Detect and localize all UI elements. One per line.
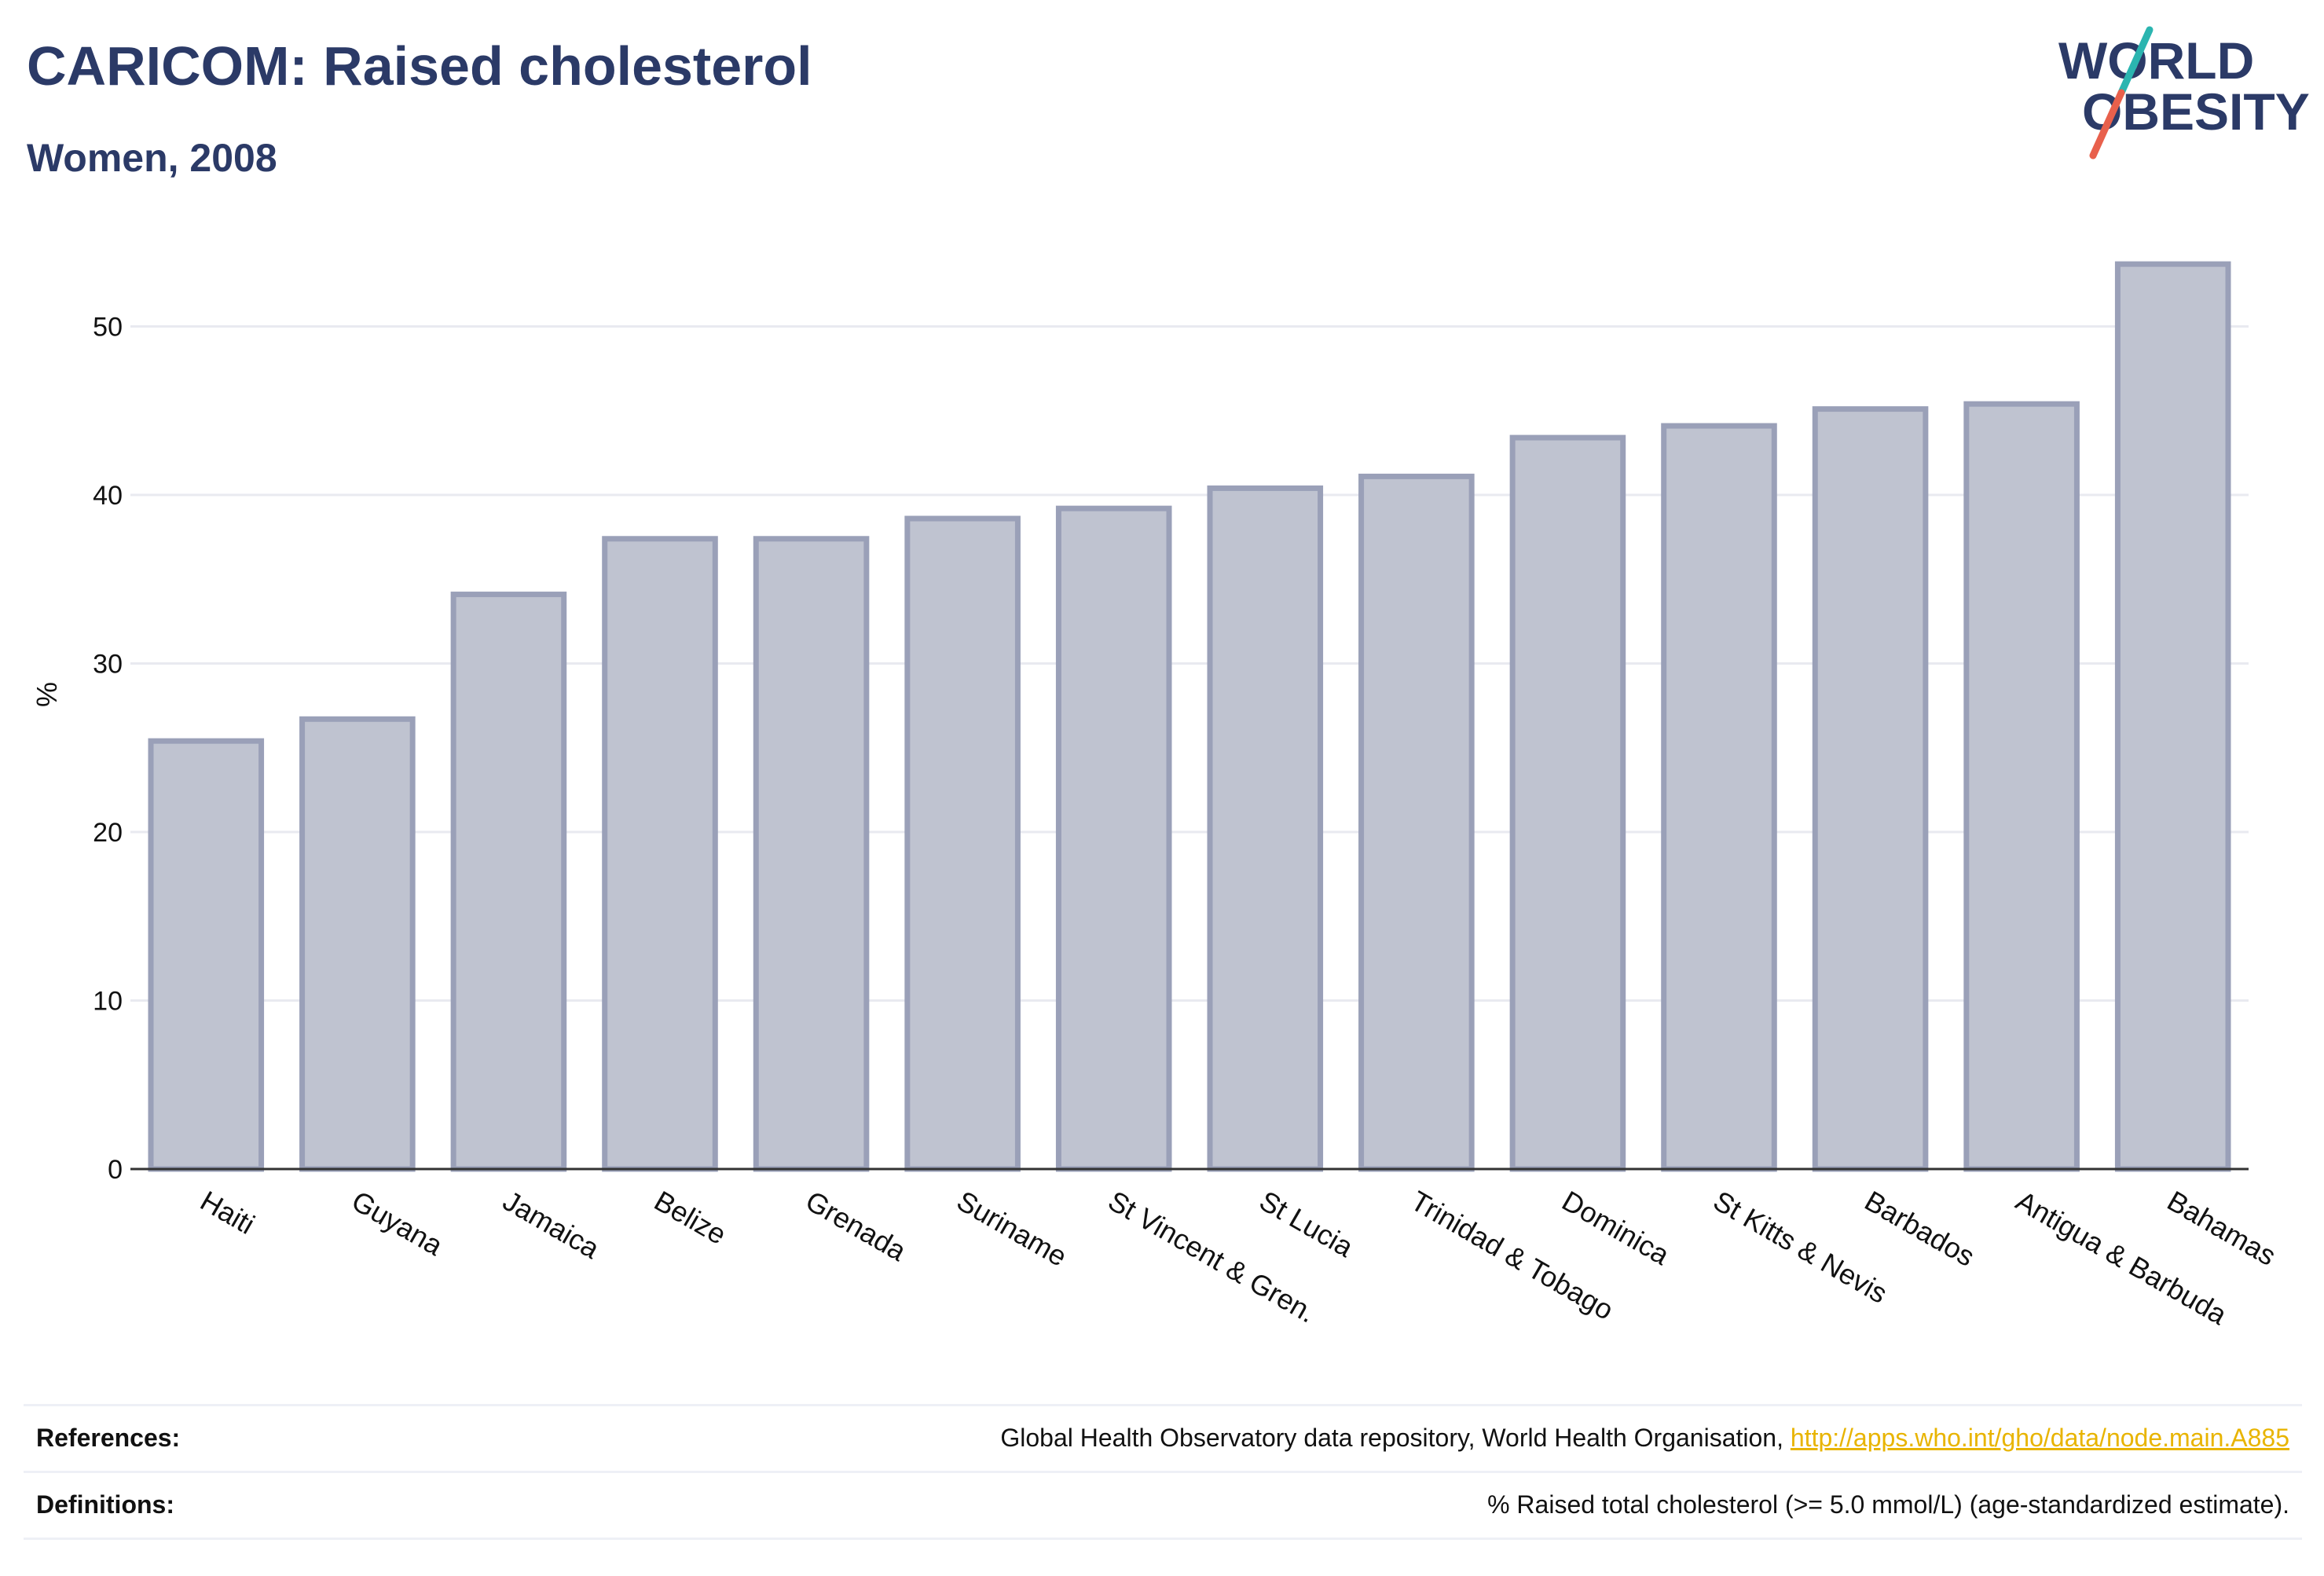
x-tick-label: Dominica [1556, 1184, 1675, 1271]
y-tick-label: 50 [93, 313, 123, 343]
x-tick-label: Bahamas [2162, 1184, 2282, 1272]
logo-slash-bottom [2089, 89, 2125, 159]
bar-haiti [148, 738, 265, 1172]
bar-bahamas [2114, 261, 2231, 1172]
x-tick-label: Guyana [346, 1184, 449, 1262]
references-link[interactable]: http://apps.who.int/gho/data/node.main.A… [1790, 1424, 2289, 1452]
bar-suriname [904, 515, 1021, 1172]
definitions-text: % Raised total cholesterol (>= 5.0 mmol/… [1487, 1490, 2289, 1519]
logo-text-world: WORLD [2058, 31, 2254, 90]
x-tick-label: Grenada [801, 1184, 913, 1267]
references-value: Global Health Observatory data repositor… [1000, 1424, 2289, 1453]
y-tick-label: 30 [93, 650, 123, 680]
definitions-label: Definitions: [36, 1490, 174, 1519]
chart-footer: References: Global Health Observatory da… [24, 1404, 2302, 1540]
references-row: References: Global Health Observatory da… [24, 1404, 2302, 1471]
bar-st-vincent-gren [1055, 505, 1172, 1172]
y-tick-label: 10 [93, 987, 123, 1017]
bar-guyana [299, 716, 416, 1172]
bar-dominica [1509, 434, 1626, 1172]
bar-antigua-barbuda [1963, 401, 2080, 1172]
x-tick-label: Belize [649, 1184, 731, 1251]
y-axis-ticks: 0 10 20 30 40 50 [93, 313, 123, 1186]
bar-chart: 0 10 20 30 40 50 Haiti Guyana Jamaica Belize Gren… [31, 261, 2282, 1332]
bar-jamaica [450, 592, 567, 1172]
references-text: Global Health Observatory data repositor… [1000, 1424, 1791, 1452]
chart-title: CARICOM: Raised cholesterol [27, 35, 812, 97]
world-obesity-logo: WORLD OBESITY [2058, 26, 2310, 159]
y-tick-label: 0 [108, 1155, 123, 1185]
bar-st-lucia [1207, 485, 1324, 1172]
bar-barbados [1812, 406, 1929, 1172]
gridlines [130, 325, 2249, 1002]
y-axis-title: % [31, 682, 63, 707]
bar-belize [602, 536, 718, 1172]
x-tick-label: Barbados [1860, 1184, 1981, 1273]
bar-grenada [753, 536, 870, 1172]
logo-slash-top [2117, 26, 2154, 97]
bars [148, 261, 2231, 1172]
references-label: References: [36, 1424, 181, 1452]
bar-st-kitts-nevis [1661, 423, 1777, 1172]
x-tick-label: Haiti [195, 1184, 260, 1241]
x-axis-labels: Haiti Guyana Jamaica Belize Grenada Suriname S… [195, 1184, 2282, 1331]
bar-trinidad-tobago [1358, 473, 1475, 1172]
x-tick-label: Suriname [951, 1184, 1072, 1273]
x-tick-label: St Lucia [1254, 1184, 1359, 1263]
y-tick-label: 40 [93, 481, 123, 511]
definitions-row: Definitions: % Raised total cholesterol … [24, 1471, 2302, 1540]
x-tick-label: Jamaica [497, 1184, 605, 1265]
chart-subtitle: Women, 2008 [27, 136, 277, 180]
y-tick-label: 20 [93, 818, 123, 848]
